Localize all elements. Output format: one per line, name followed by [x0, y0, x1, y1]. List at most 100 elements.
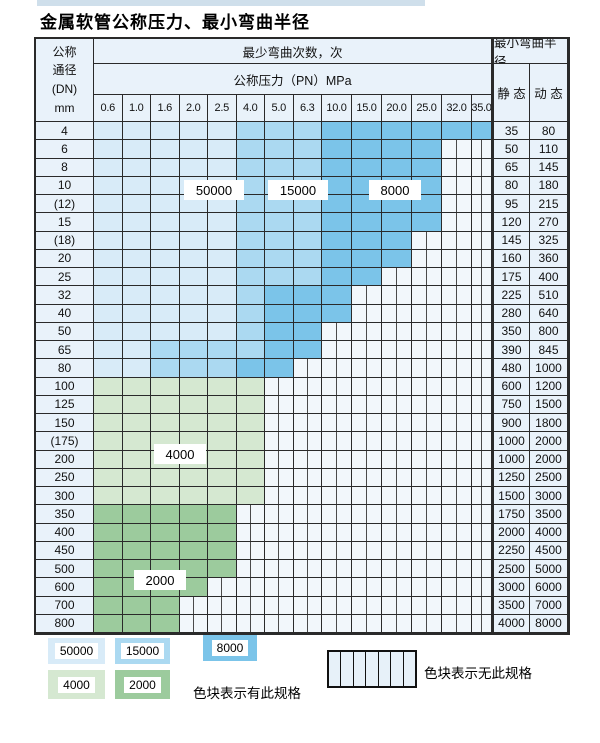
spec-cell: [322, 377, 352, 396]
spec-cell: [94, 487, 123, 506]
dn-cell: 200: [36, 450, 94, 469]
spec-cell: [442, 432, 472, 451]
spec-cell: [352, 614, 382, 633]
spec-cell: [322, 249, 352, 268]
spec-cell: [122, 231, 151, 250]
dynamic-radius-value: 640: [530, 304, 568, 323]
spec-cell: [94, 523, 123, 542]
spec-cell: [382, 450, 412, 469]
spec-cell: [94, 468, 123, 487]
static-header: 静 态: [492, 64, 530, 122]
spec-cell: [179, 122, 208, 141]
spec-cell: [94, 377, 123, 396]
cycle-count-label: 50000: [184, 180, 244, 200]
spec-cell: [122, 596, 151, 615]
spec-cell: [293, 322, 322, 341]
has-spec-note: 色块表示有此规格: [193, 686, 301, 701]
dynamic-radius-value: 80: [530, 122, 568, 141]
spec-cell: [236, 140, 265, 159]
dn-cell: 8: [36, 158, 94, 177]
spec-cell: [442, 140, 472, 159]
spec-cell: [208, 286, 237, 305]
spec-cell: [352, 286, 382, 305]
spec-cell: [94, 341, 123, 360]
spec-cell: [293, 286, 322, 305]
spec-cell: [352, 523, 382, 542]
spec-cell: [293, 468, 322, 487]
spec-cell: [122, 341, 151, 360]
legend-chip-15000: 15000: [115, 638, 170, 664]
spec-cell: [122, 122, 151, 141]
spec-cell: [179, 213, 208, 232]
spec-cell: [208, 231, 237, 250]
spec-cell: [322, 432, 352, 451]
spec-cell: [352, 596, 382, 615]
static-radius-value: 1500: [492, 487, 530, 506]
spec-cell: [151, 541, 180, 560]
dynamic-header: 动 态: [530, 64, 568, 122]
spec-cell: [122, 158, 151, 177]
spec-cell: [322, 140, 352, 159]
spec-cell: [442, 286, 472, 305]
spec-cell: [382, 523, 412, 542]
spec-cell: [151, 359, 180, 378]
spec-cell: [122, 322, 151, 341]
spec-cell: [412, 414, 442, 433]
spec-cell: [352, 505, 382, 524]
spec-cell: [293, 432, 322, 451]
spec-cell: [236, 523, 265, 542]
pressure-tick: 2.5: [208, 95, 237, 122]
spec-cell: [412, 596, 442, 615]
spec-cell: [122, 249, 151, 268]
spec-cell: [94, 560, 123, 579]
spec-cell: [293, 596, 322, 615]
spec-cell: [412, 158, 442, 177]
spec-cell: [293, 487, 322, 506]
spec-cell: [442, 596, 472, 615]
spec-cell: [442, 213, 472, 232]
spec-cell: [179, 487, 208, 506]
spec-cell: [265, 578, 294, 597]
spec-cell: [472, 195, 492, 214]
spec-cell: [208, 578, 237, 597]
legend-chip-label: 8000: [211, 640, 249, 656]
cycle-count-label: 4000: [154, 444, 206, 464]
spec-cell: [472, 614, 492, 633]
spec-cell: [151, 414, 180, 433]
static-radius-value: 390: [492, 341, 530, 360]
spec-cell: [352, 578, 382, 597]
spec-cell: [442, 541, 472, 560]
dynamic-radius-value: 270: [530, 213, 568, 232]
spec-cell: [412, 268, 442, 287]
legend-chip-label: 2000: [124, 676, 161, 693]
spec-cell: [322, 231, 352, 250]
spec-cell: [265, 432, 294, 451]
static-radius-value: 900: [492, 414, 530, 433]
dynamic-radius-value: 1000: [530, 359, 568, 378]
spec-cell: [179, 268, 208, 287]
spec-cell: [236, 450, 265, 469]
spec-cell: [122, 614, 151, 633]
spec-cell: [293, 377, 322, 396]
spec-cell: [236, 304, 265, 323]
dn-cell: 10: [36, 176, 94, 195]
spec-cell: [382, 140, 412, 159]
spec-cell: [352, 140, 382, 159]
spec-cell: [122, 450, 151, 469]
dynamic-radius-value: 6000: [530, 578, 568, 597]
spec-cell: [94, 614, 123, 633]
spec-cell: [179, 140, 208, 159]
spec-cell: [179, 286, 208, 305]
spec-cell: [122, 432, 151, 451]
spec-cell: [265, 395, 294, 414]
spec-cell: [151, 286, 180, 305]
spec-cell: [236, 414, 265, 433]
spec-cell: [265, 231, 294, 250]
spec-cell: [322, 286, 352, 305]
spec-cell: [179, 322, 208, 341]
spec-cell: [442, 176, 472, 195]
spec-cell: [293, 395, 322, 414]
legend-chip-label: 4000: [58, 676, 95, 693]
spec-cell: [236, 395, 265, 414]
dynamic-radius-value: 845: [530, 341, 568, 360]
